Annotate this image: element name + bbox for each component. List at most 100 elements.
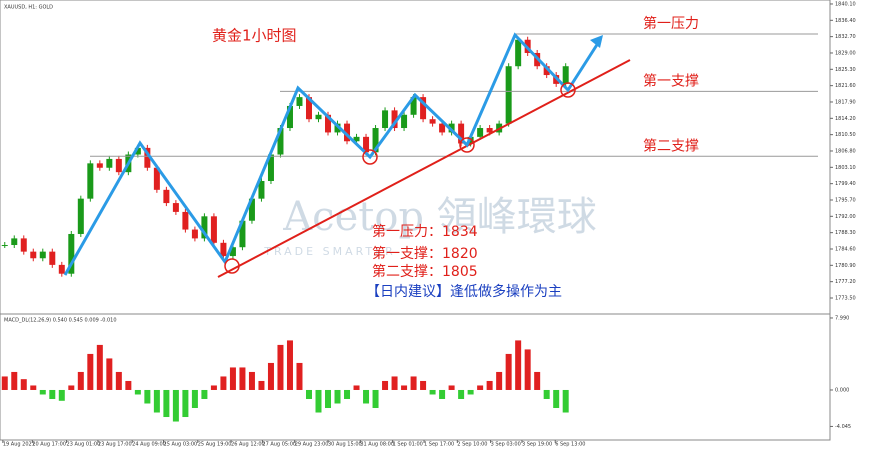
macd-bar <box>58 389 65 401</box>
macd-bar <box>543 389 550 399</box>
level-label: 第一压力 <box>643 15 699 32</box>
macd-bar <box>39 389 46 395</box>
macd-bar <box>391 376 398 390</box>
watermark-sub: TRADE SMARTER <box>263 245 396 258</box>
x-tick-label: 2 Sep 10:00 <box>457 442 487 448</box>
macd-bar <box>296 362 303 390</box>
symbol: XAUUSD, H1: GOLD <box>4 5 53 11</box>
macd-bar <box>153 389 160 413</box>
candle <box>182 211 189 230</box>
macd-bar <box>467 389 474 395</box>
macd-bar <box>420 380 427 390</box>
macd-bar <box>334 389 341 404</box>
frame <box>0 0 831 441</box>
macd-bar <box>144 389 151 404</box>
y-tick-label: 1817.90 <box>835 99 856 105</box>
y-tick-label: 1810.50 <box>835 132 856 138</box>
candle <box>267 154 274 182</box>
candle <box>201 216 208 239</box>
macd-bar <box>106 358 113 390</box>
macd-bar <box>1 376 8 390</box>
chart-title: 黄金1小时图 <box>212 27 297 45</box>
macd-bar <box>486 380 493 390</box>
arrow-head <box>590 35 603 48</box>
macd-bar <box>11 371 18 390</box>
candle <box>486 128 493 133</box>
candle <box>353 136 360 142</box>
circle <box>224 258 240 274</box>
macd-bar <box>553 389 560 409</box>
y-tick-label: 1814.20 <box>835 116 856 122</box>
macd-bar <box>315 389 322 413</box>
trend-line <box>217 59 631 278</box>
candle <box>39 251 46 259</box>
candle <box>239 220 246 248</box>
candle <box>258 181 265 199</box>
candle <box>58 264 65 274</box>
macd-bar <box>363 389 370 404</box>
candles <box>1 36 569 277</box>
circle <box>560 82 576 98</box>
candle <box>562 66 569 84</box>
macd-bar <box>429 389 436 395</box>
zigzag <box>63 32 602 276</box>
candle <box>277 128 284 155</box>
macd-bar <box>258 380 265 390</box>
macd-bar <box>477 385 484 390</box>
watermark: Acetop 領峰環球 TRADE SMARTER <box>263 194 596 258</box>
y-tick-label: 1784.60 <box>835 246 856 252</box>
macd-bar <box>562 389 569 413</box>
candle <box>191 229 198 239</box>
macd-bar <box>267 362 274 390</box>
y-tick-label: 1803.10 <box>835 165 856 171</box>
candle <box>439 123 446 133</box>
candle <box>115 158 122 173</box>
macd-bar <box>96 344 103 390</box>
candle <box>144 147 151 168</box>
candle <box>49 251 56 265</box>
x-tick-label: 19 Aug 2021 <box>3 442 35 448</box>
level-label: 第一支撑 <box>643 72 699 89</box>
candle <box>401 114 408 129</box>
x-tick-label: 1 Sep 01:00 <box>393 442 423 448</box>
macd-bar <box>182 389 189 418</box>
macd-bar <box>439 389 446 399</box>
candle <box>68 233 75 274</box>
macd-bar <box>20 379 27 390</box>
macd-bar <box>87 353 94 390</box>
macd-bar <box>401 385 408 390</box>
x-tick-label: 24 Aug 09:00 <box>132 442 166 448</box>
y-tick-label: 1780.90 <box>835 263 856 269</box>
x-tick-label: 25 Aug 19:00 <box>198 442 232 448</box>
candle <box>410 97 417 115</box>
x-tick-label: 1 Sep 17:00 <box>424 442 454 448</box>
candle <box>305 97 312 120</box>
x-tick-label: 3 Sep 19:00 <box>522 442 552 448</box>
candle <box>210 216 217 243</box>
candle <box>30 251 37 259</box>
macd-bar <box>239 367 246 390</box>
macd-bar <box>277 344 284 390</box>
macd-bar <box>458 389 465 399</box>
y-tick-label: 1777.20 <box>835 279 856 285</box>
candle <box>372 128 379 153</box>
macd-bar <box>448 385 455 390</box>
watermark-text: Acetop 領峰環球 <box>282 194 596 240</box>
x-tick-label: 27 Aug 05:00 <box>262 442 296 448</box>
y-tick-label: 1829.00 <box>835 50 856 56</box>
macd-bar <box>163 389 170 418</box>
macd-bar <box>134 389 141 395</box>
macd-label: MACD_DL(12,26,9) 0.540 0.545 0.009 -0.01… <box>4 318 117 324</box>
macd-bar <box>248 371 255 390</box>
macd-bar <box>229 367 236 390</box>
x-tick-label: 30 Aug 15:00 <box>328 442 362 448</box>
candle <box>286 105 293 129</box>
y-tick-label: 1799.40 <box>835 181 856 187</box>
candle <box>334 123 341 133</box>
candle <box>77 198 84 234</box>
macd-bar <box>172 389 179 422</box>
macd-bar <box>286 340 293 390</box>
x-tick-label: 29 Aug 23:00 <box>295 442 329 448</box>
candle <box>153 167 160 190</box>
candle <box>315 114 322 120</box>
